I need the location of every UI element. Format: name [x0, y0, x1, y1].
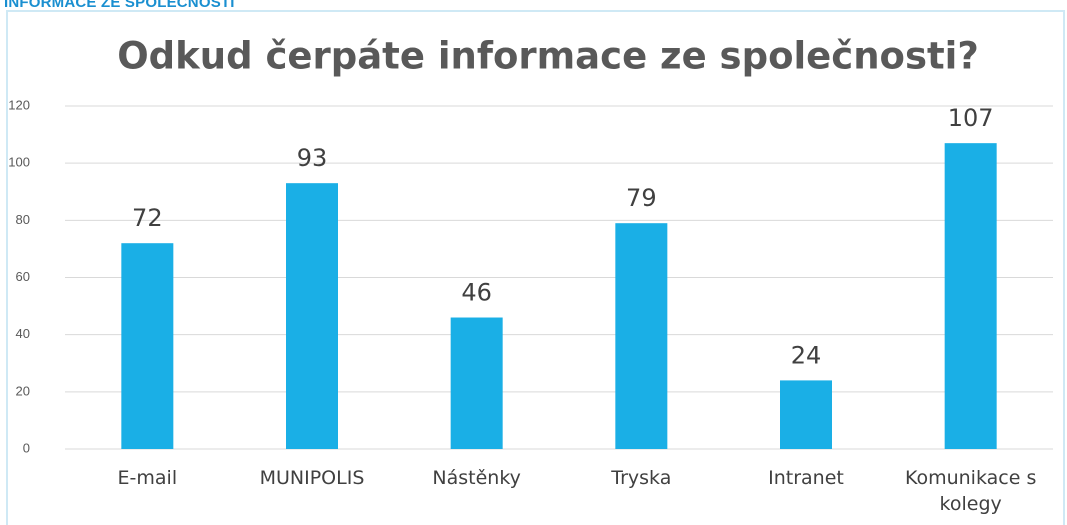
frame — [6, 10, 1065, 525]
value-label: 46 — [461, 279, 492, 307]
value-label: 72 — [132, 204, 163, 232]
value-label: 107 — [948, 104, 994, 132]
y-tick-label: 120 — [8, 97, 30, 112]
y-tick-label: 20 — [16, 383, 30, 398]
x-tick-label: Tryska — [611, 467, 672, 489]
y-tick-label: 100 — [8, 155, 30, 170]
value-label: 79 — [626, 184, 657, 212]
x-tick-label: E-mail — [117, 467, 178, 489]
y-tick-label: 80 — [16, 212, 30, 227]
bar — [615, 223, 668, 449]
bar — [286, 183, 338, 450]
x-tick-label: MUNIPOLIS — [259, 467, 365, 489]
y-tick-label: 0 — [23, 440, 30, 455]
x-tick-label: Intranet — [768, 467, 844, 489]
bar — [121, 243, 174, 449]
value-label: 24 — [791, 341, 822, 369]
section-header: INFORMACE ZE SPOLEČNOSTI — [4, 0, 235, 11]
x-tick-label: Nástěnky — [432, 467, 521, 489]
bar — [450, 317, 503, 449]
value-label: 93 — [297, 144, 328, 172]
chart-title: Odkud čerpáte informace ze společnosti? — [117, 35, 979, 78]
bar — [944, 143, 997, 450]
bar — [780, 380, 832, 449]
y-tick-label: 60 — [16, 269, 30, 284]
x-tick-label: Komunikace s kolegy — [904, 467, 1037, 515]
y-tick-label: 40 — [16, 326, 30, 341]
